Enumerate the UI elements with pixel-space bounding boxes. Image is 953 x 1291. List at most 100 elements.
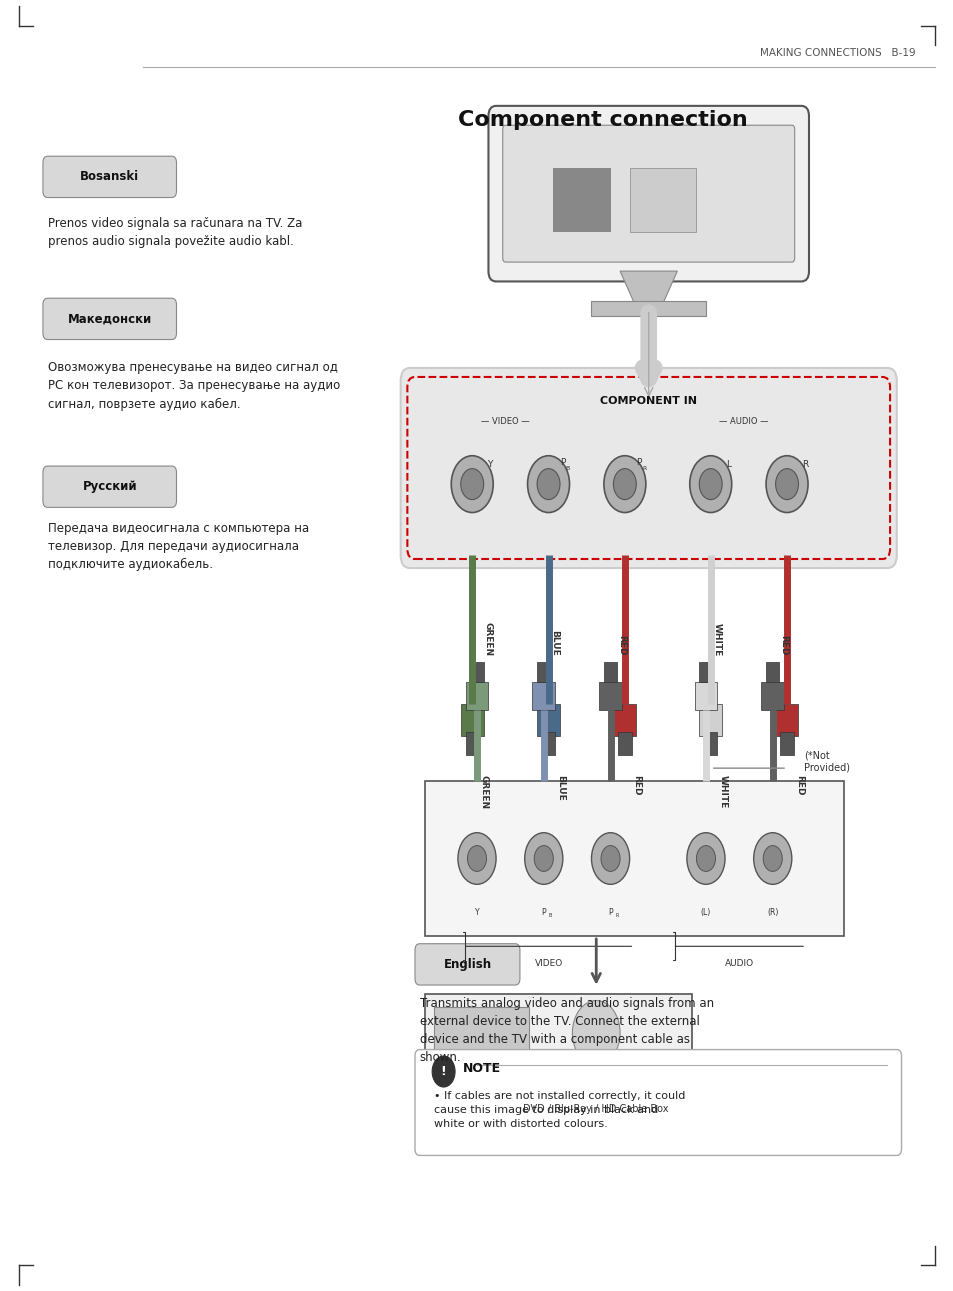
Text: Transmits analog video and audio signals from an
external device to the TV. Conn: Transmits analog video and audio signals…	[419, 997, 713, 1064]
Bar	[629, 168, 696, 232]
Text: RED: RED	[617, 635, 625, 656]
Circle shape	[600, 846, 619, 871]
Circle shape	[765, 456, 807, 513]
Bar	[465, 682, 488, 710]
Text: P: P	[559, 458, 565, 467]
Bar	[434, 1007, 529, 1072]
Circle shape	[534, 846, 553, 871]
Bar	[465, 732, 478, 755]
FancyBboxPatch shape	[488, 106, 808, 281]
FancyBboxPatch shape	[400, 368, 896, 568]
Text: R: R	[801, 460, 808, 469]
Text: VIDEO: VIDEO	[534, 959, 562, 968]
Bar	[424, 781, 843, 936]
Text: WHITE: WHITE	[718, 775, 726, 808]
Text: Y: Y	[487, 460, 493, 469]
Bar	[598, 682, 621, 710]
Text: DVD / Blu-Ray / HD Cable Box: DVD / Blu-Ray / HD Cable Box	[523, 1104, 668, 1114]
Circle shape	[572, 1001, 619, 1065]
Text: P: P	[636, 458, 641, 467]
Text: (*Not
Provided): (*Not Provided)	[803, 751, 849, 772]
Text: Component connection: Component connection	[457, 110, 747, 129]
Circle shape	[527, 456, 569, 513]
Text: Русский: Русский	[82, 480, 137, 493]
Bar	[603, 662, 617, 682]
Bar	[775, 704, 798, 736]
Text: GREEN: GREEN	[479, 775, 488, 808]
Text: (L): (L)	[700, 909, 710, 917]
Bar	[532, 682, 555, 710]
Text: P: P	[608, 909, 612, 917]
Text: — VIDEO —: — VIDEO —	[481, 417, 529, 426]
Circle shape	[451, 456, 493, 513]
Circle shape	[696, 846, 715, 871]
Text: Овозможува пренесување на видео сигнал од
PC кон телевизорот. За пренесување на : Овозможува пренесување на видео сигнал о…	[48, 361, 339, 411]
Circle shape	[686, 833, 724, 884]
Text: • If cables are not installed correctly, it could
cause this image to display in: • If cables are not installed correctly,…	[434, 1091, 684, 1128]
Text: Bosanski: Bosanski	[80, 170, 139, 183]
Bar	[613, 704, 636, 736]
Circle shape	[699, 469, 721, 500]
Text: — AUDIO —: — AUDIO —	[719, 417, 768, 426]
Bar	[760, 682, 783, 710]
Bar	[699, 662, 712, 682]
Bar	[765, 662, 779, 682]
Text: BLUE: BLUE	[550, 630, 558, 656]
Text: B: B	[565, 466, 569, 471]
Circle shape	[432, 1056, 455, 1087]
Text: Prenos video signala sa računara na TV. Za
prenos audio signala povežite audio k: Prenos video signala sa računara na TV. …	[48, 217, 302, 248]
Circle shape	[603, 456, 645, 513]
FancyBboxPatch shape	[43, 466, 176, 507]
Circle shape	[467, 846, 486, 871]
FancyBboxPatch shape	[502, 125, 794, 262]
Bar	[703, 732, 717, 755]
Text: RED: RED	[794, 775, 802, 795]
Text: R: R	[615, 913, 618, 918]
Text: English: English	[443, 958, 491, 971]
Circle shape	[689, 456, 731, 513]
FancyBboxPatch shape	[415, 1050, 901, 1155]
Bar	[460, 704, 483, 736]
Text: B: B	[548, 913, 552, 918]
Circle shape	[537, 469, 559, 500]
Text: GREEN: GREEN	[483, 622, 492, 656]
Text: RED: RED	[779, 635, 787, 656]
Bar	[553, 168, 610, 232]
Circle shape	[613, 469, 636, 500]
FancyBboxPatch shape	[415, 944, 519, 985]
Bar	[591, 301, 705, 316]
Bar	[537, 662, 550, 682]
Bar	[694, 682, 717, 710]
Text: R: R	[641, 466, 645, 471]
FancyBboxPatch shape	[43, 156, 176, 198]
Text: (R): (R)	[766, 909, 778, 917]
Circle shape	[460, 469, 483, 500]
Bar	[424, 994, 691, 1084]
Text: BLUE: BLUE	[556, 775, 564, 800]
Circle shape	[762, 846, 781, 871]
Bar	[541, 732, 555, 755]
Text: Передача видеосигнала с компьютера на
телевизор. Для передачи аудиосигнала
подкл: Передача видеосигнала с компьютера на те…	[48, 522, 309, 571]
Text: NOTE: NOTE	[462, 1062, 500, 1075]
Circle shape	[524, 833, 562, 884]
Circle shape	[457, 833, 496, 884]
Text: Македонски: Македонски	[68, 312, 152, 325]
Polygon shape	[619, 271, 677, 303]
Text: RED: RED	[632, 775, 640, 795]
Text: Y: Y	[475, 909, 478, 917]
Text: MAKING CONNECTIONS   B-19: MAKING CONNECTIONS B-19	[760, 48, 915, 58]
Text: !: !	[440, 1065, 446, 1078]
Bar	[780, 732, 793, 755]
Text: AUDIO: AUDIO	[724, 959, 753, 968]
Bar	[699, 704, 721, 736]
Circle shape	[591, 833, 629, 884]
Bar	[470, 662, 483, 682]
Bar	[618, 732, 631, 755]
Circle shape	[753, 833, 791, 884]
Text: L: L	[725, 460, 730, 469]
FancyBboxPatch shape	[43, 298, 176, 340]
Text: WHITE: WHITE	[712, 622, 720, 656]
Bar	[537, 704, 559, 736]
Text: COMPONENT IN: COMPONENT IN	[599, 396, 697, 407]
Text: P: P	[541, 909, 545, 917]
